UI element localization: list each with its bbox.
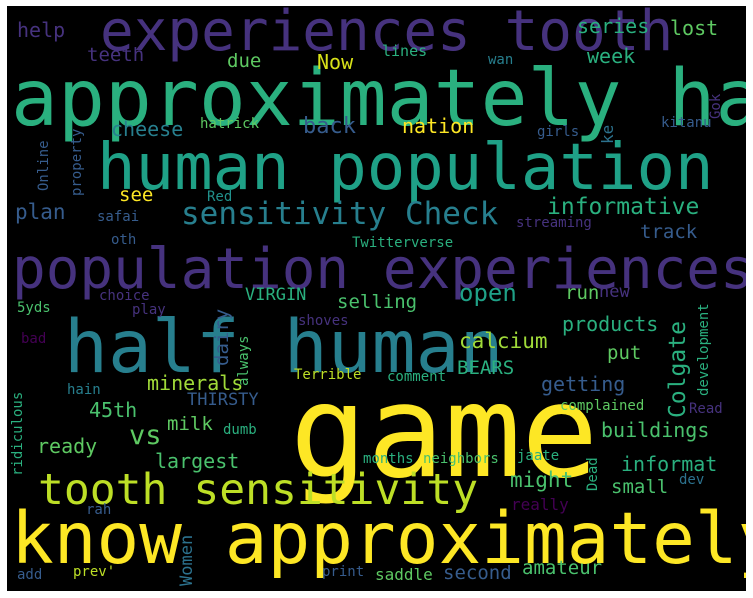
word-series: series: [577, 14, 650, 38]
word-online: Online: [36, 140, 52, 191]
word-amateur: amateur: [522, 557, 603, 579]
word-lost: lost: [670, 16, 719, 40]
word-back: back: [303, 114, 356, 139]
word-getting: getting: [541, 372, 626, 396]
word-thirsty: THIRSTY: [187, 390, 259, 410]
word-choice: choice: [99, 288, 150, 304]
word-vs: vs: [129, 420, 162, 451]
word-property: property: [69, 128, 85, 196]
word-minerals: minerals: [147, 371, 244, 395]
word-neighbors: neighbors: [423, 451, 499, 467]
word-new: new: [599, 282, 630, 302]
word-half-human: half human: [64, 305, 504, 390]
word-play: play: [132, 302, 166, 318]
word-selling: selling: [337, 291, 418, 313]
word-prev: prev': [73, 564, 116, 580]
word-girls: girls: [537, 124, 580, 140]
word-due: due: [227, 50, 262, 72]
word-open: open: [459, 279, 517, 307]
word-read: Read: [689, 401, 723, 417]
word-virgin: VIRGIN: [245, 285, 307, 305]
word-milk: milk: [167, 413, 213, 435]
word-bears: BEARS: [457, 357, 515, 379]
word-experiences-tooth: experiences tooth: [100, 6, 674, 64]
word-jaate: jaate: [517, 448, 560, 464]
word-ke: ke: [598, 124, 617, 144]
word-approximately-half: approximately half: [11, 54, 746, 144]
word-now: Now: [317, 50, 354, 74]
word-development: development: [696, 303, 712, 396]
word-dev: dev: [679, 472, 705, 488]
word-ready: ready: [37, 434, 98, 458]
word-help: help: [17, 18, 66, 42]
word-saddle: saddle: [375, 565, 433, 584]
word-population-experiences: population experiences: [12, 237, 746, 302]
word-ridiculous: ridiculous: [10, 391, 26, 476]
word-dairy: dairy: [211, 308, 233, 366]
word-streaming: streaming: [516, 215, 592, 231]
word-lines: lines: [382, 42, 428, 60]
word-informative: informative: [547, 194, 700, 220]
word-twitterverse: Twitterverse: [352, 235, 454, 251]
word-dumb: dumb: [223, 422, 257, 438]
word-might: might: [510, 468, 574, 492]
word-dead: Dead: [585, 457, 601, 491]
word-really: really: [511, 495, 569, 514]
word-kitanu: kitanu: [661, 115, 712, 131]
word-game: game: [290, 358, 599, 507]
word-products: products: [562, 312, 659, 336]
word-bad: bad: [21, 331, 47, 347]
word-hain: hain: [67, 382, 101, 398]
word-complained: complained: [560, 398, 645, 414]
word-red: Red: [207, 189, 233, 205]
word-teeth: teeth: [87, 44, 145, 66]
word-small: small: [611, 476, 669, 498]
word-shoves: shoves: [298, 313, 349, 329]
word-safai: safai: [97, 209, 140, 225]
word-comment: comment: [387, 369, 447, 385]
word-rah: rah: [86, 502, 112, 518]
word-cloud: experiences tooth approximately half hum…: [7, 6, 746, 591]
word-nation: nation: [402, 114, 475, 138]
word-print: print: [322, 564, 365, 580]
word-informat: informat: [621, 452, 718, 476]
word-second: second: [443, 562, 512, 584]
word-add: add: [17, 567, 43, 583]
word-women: Women: [177, 534, 197, 586]
word-plan: plan: [15, 200, 66, 224]
word-terrible: Terrible: [294, 367, 362, 383]
word-colgate: Colgate: [665, 321, 691, 418]
word-wan: wan: [488, 52, 514, 68]
word-months: months: [363, 451, 414, 467]
word-tooth-sensitivity: tooth sensitivity: [38, 465, 479, 515]
word-oth: oth: [111, 232, 137, 248]
word-45th: 45th: [89, 398, 138, 422]
word-week: week: [587, 44, 636, 68]
word-hatrick: hatrick: [200, 116, 260, 132]
word-human-population: human population: [97, 131, 714, 205]
word-largest: largest: [155, 449, 240, 473]
word-calcium: calcium: [459, 329, 548, 353]
word-see: see: [119, 184, 154, 206]
word-sensitivity-check: sensitivity Check: [181, 196, 499, 232]
word-buildings: buildings: [601, 418, 710, 442]
word-put: put: [607, 342, 642, 364]
word-know-approximately: know approximately: [11, 497, 746, 580]
word-run: run: [565, 282, 600, 304]
word-5yds: 5yds: [17, 300, 51, 316]
word-cheese: cheese: [111, 117, 184, 141]
word-track: track: [640, 221, 698, 243]
